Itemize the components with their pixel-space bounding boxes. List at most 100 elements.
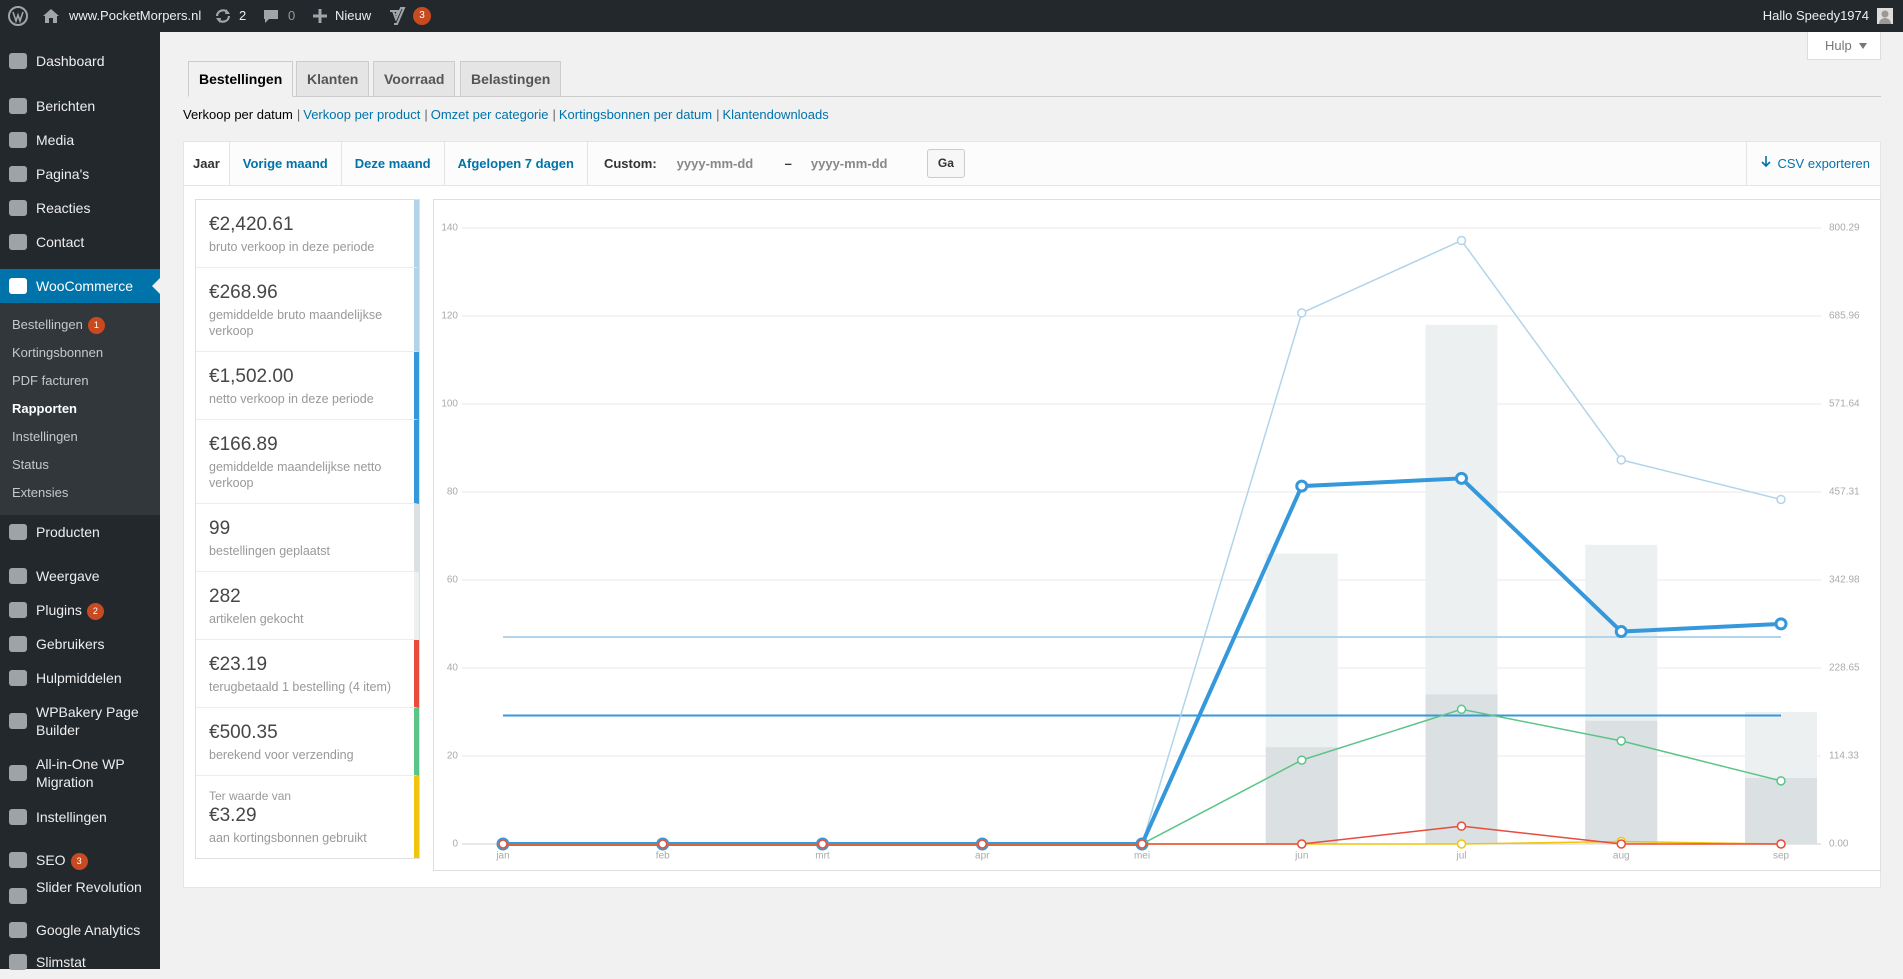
- tab[interactable]: Bestellingen: [188, 61, 294, 97]
- new-link[interactable]: Nieuw: [335, 8, 372, 23]
- submenu-label[interactable]: Bestellingen: [12, 317, 83, 332]
- stat[interactable]: 282 artikelen gekocht: [196, 572, 419, 640]
- range-tab[interactable]: Afgelopen 7 dagen: [445, 142, 588, 185]
- menu-label-text[interactable]: Slimstat: [36, 954, 86, 970]
- submenu-item[interactable]: Extensies: [12, 485, 68, 501]
- home-icon[interactable]: [42, 8, 60, 24]
- menu-item[interactable]: Hulpmiddelen: [0, 661, 160, 695]
- range-tab[interactable]: Deze maand: [342, 142, 445, 185]
- stat[interactable]: €268.96 gemiddelde bruto maandelijkse ver…: [196, 268, 419, 352]
- menu-item[interactable]: Weergave: [0, 559, 160, 593]
- menu-label-text[interactable]: Dashboard: [36, 53, 105, 69]
- menu-item[interactable]: Reacties: [0, 191, 160, 225]
- stat[interactable]: Ter waarde van €3.29 aan kortingsbonnen ge…: [196, 776, 419, 858]
- menu-item[interactable]: All-in-One WP Migration: [0, 747, 160, 799]
- menu-item[interactable]: WPBakery Page Builder: [0, 695, 160, 747]
- submenu-label[interactable]: Rapporten: [12, 401, 77, 416]
- menu-label[interactable]: SEO 3: [36, 851, 154, 870]
- menu-item[interactable]: Instellingen: [0, 800, 160, 834]
- comments-count[interactable]: 0: [288, 8, 296, 23]
- subnav-link[interactable]: Verkoop per product: [303, 107, 421, 122]
- submit-button[interactable]: Ga: [926, 149, 965, 178]
- stat[interactable]: €23.19 terugbetaald 1 bestelling (4 item): [196, 640, 419, 708]
- greeting[interactable]: Hallo Speedy1974: [1762, 8, 1869, 23]
- download-icon[interactable]: [1760, 156, 1771, 168]
- menu-item[interactable]: WooCommerce: [0, 269, 160, 303]
- updates-count[interactable]: 2: [239, 8, 247, 23]
- end-date[interactable]: yyyy-mm-dd: [810, 156, 888, 171]
- submenu-item[interactable]: Rapporten: [12, 401, 77, 417]
- submenu-label[interactable]: Instellingen: [12, 429, 78, 444]
- submenu-item[interactable]: Kortingsbonnen: [12, 345, 103, 361]
- menu-label[interactable]: Producten: [36, 523, 154, 541]
- menu-label[interactable]: Weergave: [36, 567, 154, 585]
- menu-item[interactable]: Media: [0, 123, 160, 157]
- menu-label-text[interactable]: All-in-One WP Migration: [36, 756, 125, 790]
- menu-label[interactable]: Google Analytics: [36, 921, 154, 939]
- menu-item[interactable]: SEO 3: [0, 843, 160, 877]
- submenu-label[interactable]: Extensies: [12, 485, 69, 500]
- menu-label-text[interactable]: Weergave: [36, 568, 100, 584]
- menu-label[interactable]: Instellingen: [36, 808, 154, 826]
- menu-label-text[interactable]: Pagina's: [36, 166, 90, 182]
- updates-icon[interactable]: [214, 8, 232, 24]
- menu-label[interactable]: Hulpmiddelen: [36, 669, 154, 687]
- submenu-label[interactable]: Kortingsbonnen: [12, 345, 104, 360]
- seo-badge[interactable]: 3: [413, 7, 431, 25]
- avatar[interactable]: [1877, 8, 1893, 24]
- site-name[interactable]: www.PocketMorpers.nl: [69, 8, 202, 23]
- submenu-item[interactable]: Instellingen: [12, 429, 78, 445]
- range-tab[interactable]: Jaar: [184, 142, 230, 185]
- menu-label[interactable]: Plugins 2: [36, 601, 154, 620]
- menu-item[interactable]: Pagina's: [0, 157, 160, 191]
- menu-label-text[interactable]: SEO: [36, 852, 66, 868]
- help-button[interactable]: Hulp: [1807, 32, 1881, 60]
- subnav-link[interactable]: Omzet per categorie: [430, 107, 549, 122]
- wp-logo[interactable]: [8, 6, 28, 26]
- menu-label[interactable]: Dashboard: [36, 52, 154, 70]
- help-label[interactable]: Hulp: [1825, 38, 1852, 53]
- menu-label-text[interactable]: Gebruikers: [36, 636, 105, 652]
- menu-label-text[interactable]: WooCommerce: [36, 278, 133, 294]
- menu-item[interactable]: Plugins 2: [0, 593, 160, 627]
- tab[interactable]: Klanten: [296, 61, 370, 97]
- stat[interactable]: €1,502.00 netto verkoop in deze periode: [196, 352, 419, 420]
- submenu-label[interactable]: Status: [12, 457, 49, 472]
- menu-label-text[interactable]: Berichten: [36, 98, 96, 114]
- menu-item[interactable]: Producten: [0, 515, 160, 549]
- menu-label-text[interactable]: Plugins: [36, 602, 82, 618]
- submenu-item[interactable]: Status: [12, 457, 49, 473]
- menu-label-text[interactable]: Hulpmiddelen: [36, 670, 122, 686]
- menu-label-text[interactable]: Google Analytics: [36, 922, 141, 938]
- tab[interactable]: Voorraad: [373, 61, 456, 97]
- menu-label[interactable]: WooCommerce: [36, 277, 154, 295]
- stat[interactable]: €500.35 berekend voor verzending: [196, 708, 419, 776]
- menu-label-text[interactable]: Instellingen: [36, 809, 107, 825]
- seo-icon[interactable]: [388, 7, 406, 25]
- stat[interactable]: €2,420.61 bruto verkoop in deze periode: [196, 200, 419, 268]
- menu-item[interactable]: Dashboard: [0, 44, 160, 78]
- menu-label[interactable]: Slider Revolution: [36, 878, 154, 896]
- menu-label[interactable]: Media: [36, 131, 154, 149]
- menu-label[interactable]: WPBakery Page Builder: [36, 703, 154, 739]
- tab[interactable]: Belastingen: [460, 61, 562, 97]
- csv-export[interactable]: CSV exporteren: [1745, 142, 1881, 185]
- comments-icon[interactable]: [263, 9, 279, 24]
- menu-label-text[interactable]: Media: [36, 132, 75, 148]
- menu-label[interactable]: Pagina's: [36, 165, 154, 183]
- start-date[interactable]: yyyy-mm-dd: [676, 156, 754, 171]
- menu-label[interactable]: Berichten: [36, 97, 154, 115]
- menu-label[interactable]: Contact: [36, 233, 154, 251]
- stat[interactable]: €166.89 gemiddelde maandelijkse netto ver…: [196, 420, 419, 504]
- menu-item[interactable]: Slimstat: [0, 945, 160, 979]
- subnav-link[interactable]: Kortingsbonnen per datum: [558, 107, 713, 122]
- menu-label-text[interactable]: Slider Revolution: [36, 879, 142, 895]
- menu-item[interactable]: Google Analytics: [0, 913, 160, 947]
- menu-item[interactable]: Gebruikers: [0, 627, 160, 661]
- menu-label[interactable]: All-in-One WP Migration: [36, 755, 154, 791]
- subnav-link[interactable]: Klantendownloads: [722, 107, 829, 122]
- menu-item[interactable]: Berichten: [0, 89, 160, 123]
- menu-label-text[interactable]: WPBakery Page Builder: [36, 704, 139, 738]
- stat[interactable]: 99 bestellingen geplaatst: [196, 504, 419, 572]
- range-tab[interactable]: Vorige maand: [230, 142, 342, 185]
